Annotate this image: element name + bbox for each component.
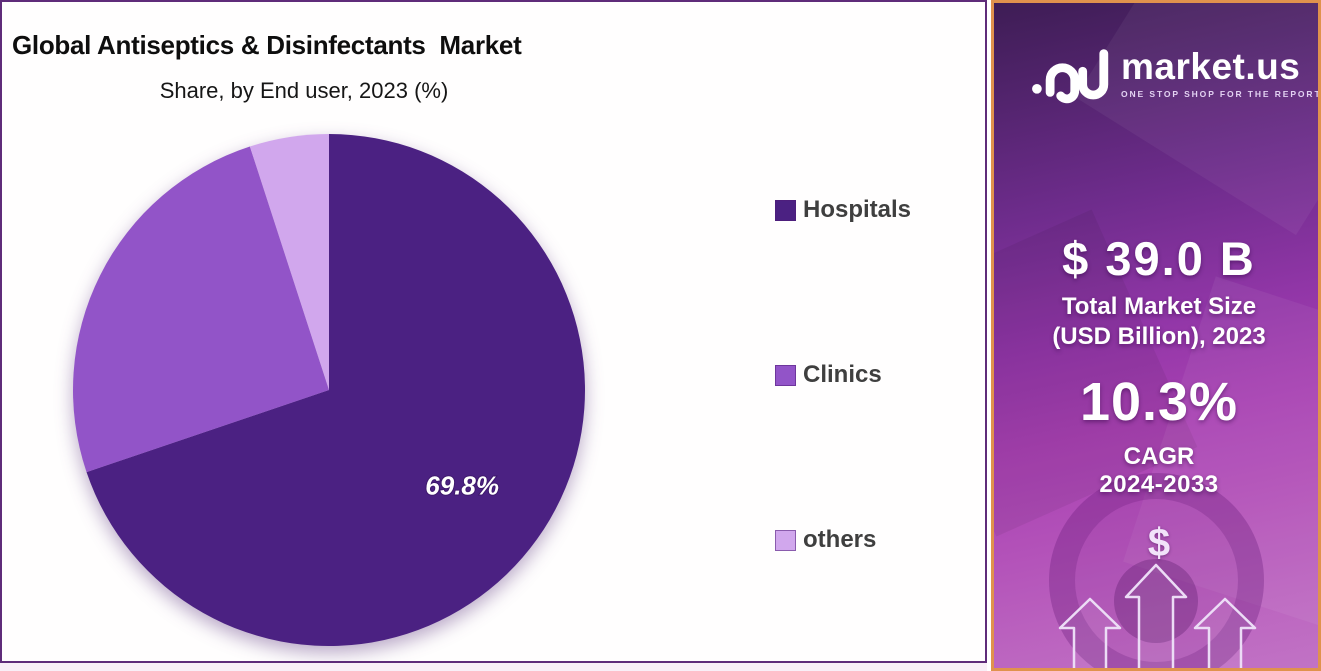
- cagr-value: 10.3%: [1079, 372, 1239, 432]
- market-size-caption-line1: Total Market Size: [1061, 293, 1257, 320]
- market-size-caption-line2: (USD Billion), 2023: [1052, 323, 1266, 350]
- pie-slice-clinics: [72, 146, 329, 473]
- dollar-symbol: $: [1147, 521, 1171, 565]
- pie-legend: Hospitals Clinics others: [775, 196, 911, 554]
- chart-subtitle: Share, by End user, 2023 (%): [159, 78, 449, 103]
- brand-sidebar: market.us ONE STOP SHOP FOR THE REPORTS …: [991, 0, 1321, 671]
- logo-tagline-text: ONE STOP SHOP FOR THE REPORTS: [1121, 88, 1321, 99]
- legend-label-hospitals: Hospitals: [803, 196, 912, 223]
- legend-label-clinics: Clinics: [803, 361, 882, 388]
- clinics-swatch-icon: [775, 364, 796, 386]
- cagr-years: 2024-2033: [1099, 471, 1219, 498]
- pie-slice-hospitals: [86, 134, 585, 646]
- cagr-label: CAGR: [1123, 443, 1195, 470]
- chart-panel: Global Antiseptics & Disinfectants Marke…: [0, 0, 987, 663]
- pie-chart: 69.8%: [72, 134, 585, 646]
- growth-arrows-icon: [1058, 559, 1257, 668]
- hospitals-swatch-icon: [775, 199, 796, 221]
- legend-label-others: others: [803, 526, 877, 553]
- marketus-logo: market.us ONE STOP SHOP FOR THE REPORTS: [1029, 33, 1318, 113]
- pie-slice-others: [249, 134, 329, 390]
- others-swatch-icon: [775, 529, 796, 551]
- legend-item-others: others: [775, 526, 911, 554]
- logo-brand-text: market.us: [1121, 45, 1301, 87]
- logo-texts: market.us ONE STOP SHOP FOR THE REPORTS: [1121, 45, 1321, 99]
- bottom-strip: [0, 663, 987, 671]
- market-size-value: $ 39.0 B: [1062, 232, 1256, 285]
- legend-item-hospitals: Hospitals: [775, 196, 911, 224]
- chart-title: Global Antiseptics & Disinfectants Marke…: [12, 30, 522, 60]
- pie-slice-label: 69.8%: [425, 470, 499, 500]
- marketus-logo-icon: [1032, 49, 1109, 104]
- legend-item-clinics: Clinics: [775, 361, 911, 389]
